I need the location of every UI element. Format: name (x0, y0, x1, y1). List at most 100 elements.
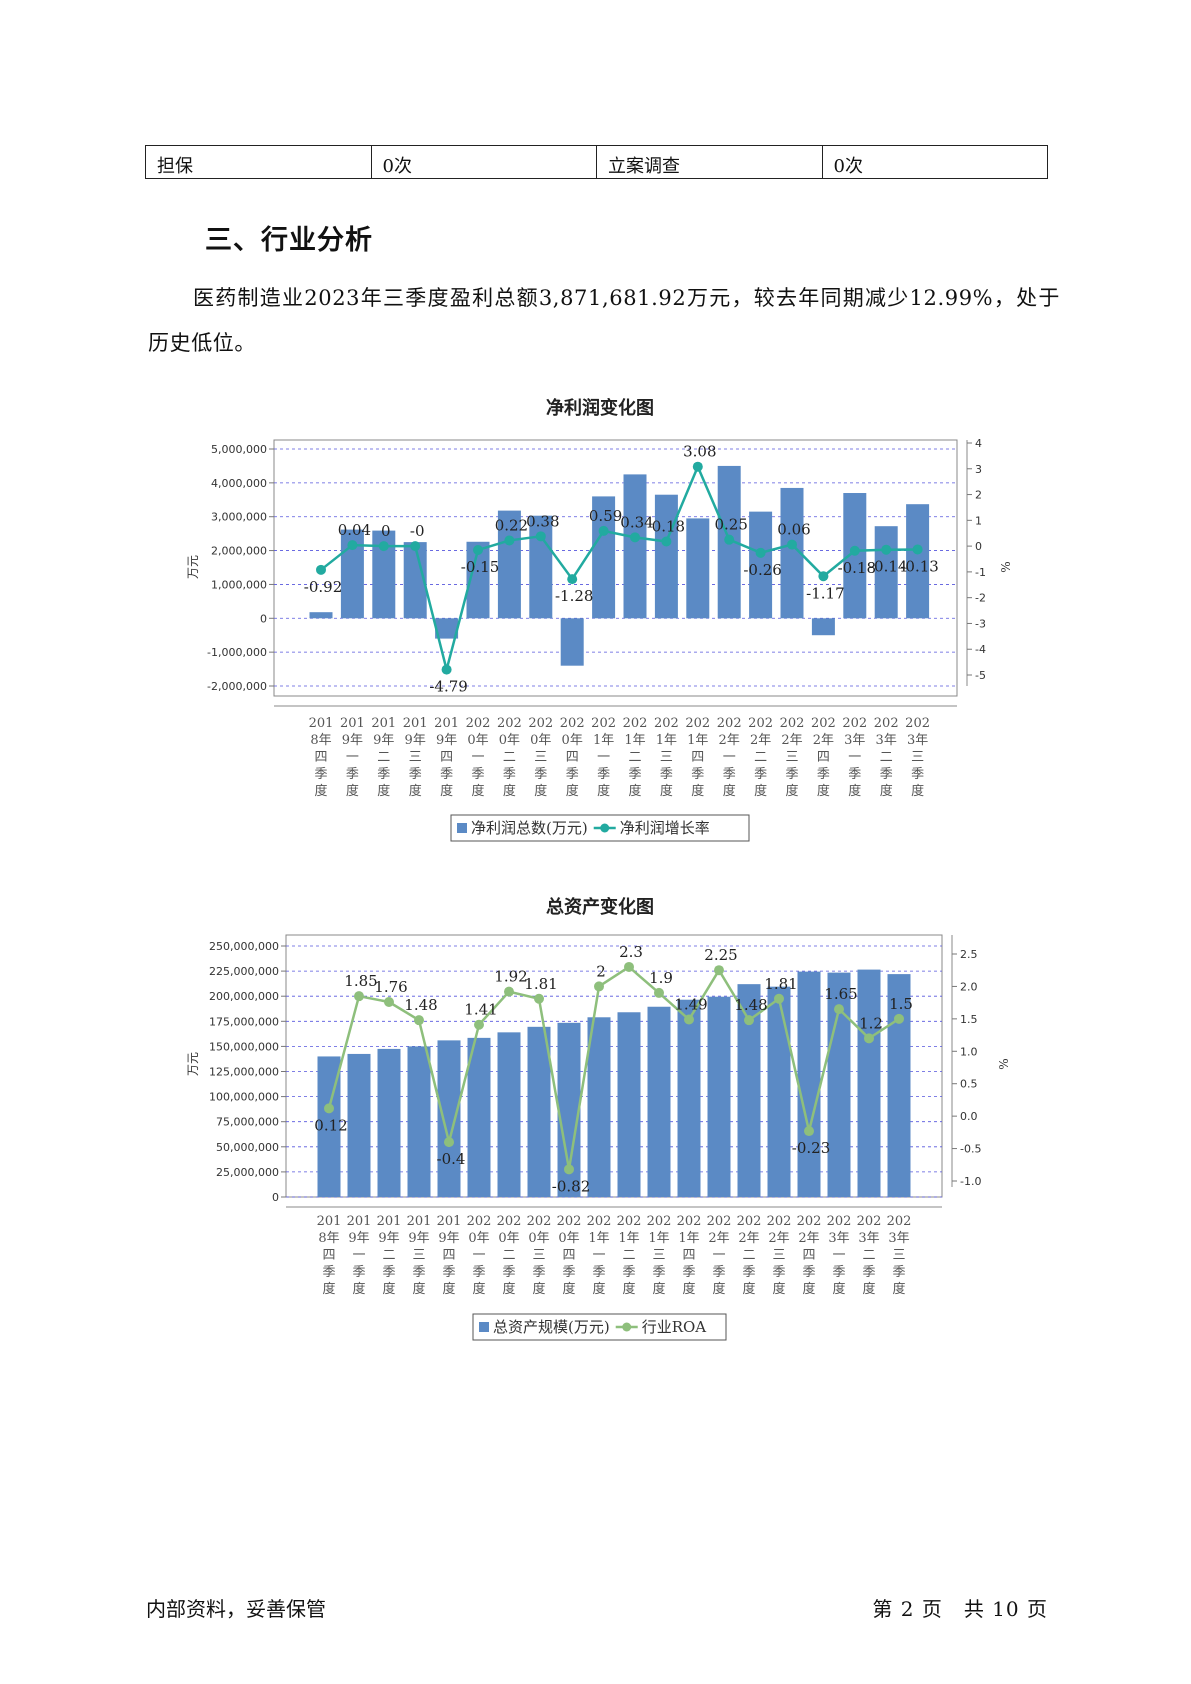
left-tick-label: 250,000,000 (209, 940, 279, 953)
chart-title: 总资产变化图 (546, 896, 654, 918)
bar (592, 496, 616, 619)
bar (811, 618, 835, 636)
line-point (714, 965, 724, 976)
line-point (316, 564, 326, 575)
data-label: 1.2 (859, 1014, 883, 1032)
category-label: 202 2年一季度 (707, 1214, 732, 1297)
footer-page-number: 第 2 页 共 10 页 (872, 1597, 1048, 1621)
line-point (894, 1013, 904, 1024)
data-label: -0.4 (437, 1150, 466, 1168)
data-label: -1.28 (555, 587, 593, 605)
legend-box (472, 1313, 727, 1341)
right-tick-label: 0 (975, 540, 982, 553)
right-tick-label: -4 (975, 643, 986, 656)
data-label: 0.04 (338, 521, 371, 539)
category-label: 202 2年三季度 (780, 716, 805, 799)
data-label: -0.14 (869, 558, 907, 576)
data-label: 1.49 (674, 996, 707, 1014)
category-label: 202 0年二季度 (497, 716, 522, 799)
table-cell-label-guarantee: 担保 (145, 145, 372, 179)
left-tick-label: 75,000,000 (216, 1116, 279, 1129)
left-tick-label: 25,000,000 (216, 1166, 279, 1179)
bar (560, 618, 584, 666)
legend-bar-swatch (457, 823, 467, 833)
data-label: 2 (596, 962, 606, 980)
bar (780, 487, 804, 619)
line-point (564, 1164, 574, 1175)
line-point (410, 541, 421, 552)
data-label: 1.81 (524, 975, 557, 993)
line-point (473, 544, 483, 555)
line-point (414, 1015, 424, 1026)
bar (372, 530, 396, 619)
category-label: 202 3年三季度 (905, 716, 930, 799)
line-point (864, 1033, 874, 1044)
data-label: 0.59 (589, 507, 622, 525)
bar (497, 1032, 521, 1197)
legend-line-marker (600, 823, 610, 833)
bar (340, 529, 364, 619)
legend-line-label: 行业ROA (642, 1318, 707, 1336)
data-label: 0.25 (714, 516, 747, 534)
data-label: 1.48 (404, 996, 437, 1014)
data-label: 1.41 (464, 1001, 497, 1019)
plot-border (273, 439, 958, 697)
category-label: 201 9年一季度 (340, 716, 365, 799)
data-label: 0.06 (777, 521, 810, 539)
data-label: -4.79 (429, 678, 467, 696)
category-label: 202 0年四季度 (557, 1214, 582, 1297)
category-label: 202 1年四季度 (685, 716, 710, 799)
bar (617, 1012, 641, 1197)
bar (647, 1006, 671, 1197)
line-point (474, 1019, 484, 1030)
category-label: 202 3年三季度 (887, 1214, 912, 1297)
data-label: 0.34 (620, 513, 653, 531)
bar (497, 510, 521, 619)
category-label: 202 3年一季度 (827, 1214, 852, 1297)
left-tick-label: 50,000,000 (216, 1141, 279, 1154)
data-label: -0.23 (792, 1139, 830, 1157)
bar (686, 518, 710, 619)
data-label: 0 (381, 522, 391, 540)
category-label: 201 9年二季度 (377, 1214, 402, 1297)
category-label: 202 0年三季度 (527, 1214, 552, 1297)
footer-confidential-note: 内部资料，妥善保管 (146, 1597, 326, 1621)
category-label: 202 1年一季度 (587, 1214, 612, 1297)
left-tick-label: 150,000,000 (209, 1040, 279, 1053)
line-point (684, 1014, 694, 1025)
bar (557, 1022, 581, 1197)
category-label: 202 2年四季度 (811, 716, 836, 799)
data-label: 2.3 (619, 943, 643, 961)
left-tick-label: 175,000,000 (209, 1015, 279, 1028)
left-tick-label: 2,000,000 (211, 545, 267, 558)
table-cell-value-investigation: 0次 (821, 145, 1048, 179)
data-label: 0.38 (526, 512, 559, 530)
table-row: 担保 0次 立案调查 0次 (145, 145, 1048, 179)
data-label: -0 (410, 522, 425, 540)
data-label: 1.81 (764, 975, 797, 993)
line-point (504, 535, 515, 546)
right-tick-label: -2 (975, 592, 986, 605)
right-tick-label: 2.5 (960, 948, 978, 961)
bar (906, 504, 930, 619)
data-label: -0.18 (838, 559, 876, 577)
category-label: 202 3年一季度 (842, 716, 867, 799)
table-cell-value-guarantee: 0次 (370, 145, 597, 179)
body-paragraph: 医药制造业2023年三季度盈利总额3,871,681.92万元，较去年同期减少1… (148, 286, 1060, 355)
category-label: 201 9年三季度 (403, 716, 428, 799)
line-point (661, 536, 672, 547)
legend-line-label: 净利润增长率 (620, 819, 710, 837)
left-tick-label: 125,000,000 (209, 1066, 279, 1079)
line-point (787, 539, 797, 550)
y2-axis-label: % (997, 1058, 1011, 1069)
right-tick-label: -5 (975, 669, 986, 682)
line-point (755, 547, 766, 558)
line-point (724, 534, 735, 545)
category-label: 202 1年二季度 (617, 1214, 642, 1297)
line-point (444, 1137, 454, 1148)
line-point (624, 961, 634, 972)
right-tick-label: 1.5 (960, 1013, 978, 1026)
data-label: 2.25 (704, 946, 737, 964)
line-point (804, 1126, 814, 1137)
